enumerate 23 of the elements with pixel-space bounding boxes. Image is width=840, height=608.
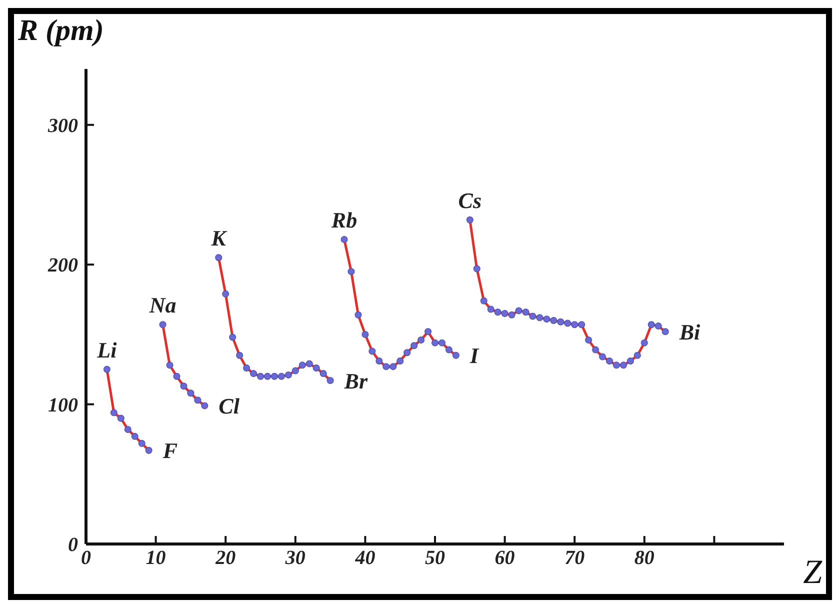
x-tick-label: 40	[354, 547, 376, 570]
x-axis-title: Z	[803, 554, 822, 592]
x-tick-label: 20	[214, 547, 236, 570]
y-tick-label: 300	[47, 114, 78, 137]
x-tick-label: 60	[494, 547, 515, 570]
annotation: Na	[148, 292, 176, 318]
annotation: K	[210, 226, 228, 251]
x-tick-label: 50	[425, 547, 445, 570]
x-tick-label: 10	[146, 547, 166, 570]
annotation: Cs	[458, 188, 482, 213]
annotation: Rb	[330, 207, 358, 232]
annotation: F	[162, 438, 178, 464]
annotation: Bi	[678, 319, 702, 344]
x-tick-label: 80	[634, 547, 654, 570]
x-tick-label: 30	[284, 547, 306, 570]
annotation: Li	[96, 337, 118, 362]
y-tick-label: 100	[48, 394, 78, 416]
annotation: I	[468, 343, 480, 368]
annotation: Cl	[218, 394, 240, 418]
x-tick-label: 70	[564, 547, 585, 570]
y-tick-label: 200	[47, 254, 78, 277]
annotation: Br	[343, 368, 368, 394]
y-axis-title: R (pm)	[18, 14, 104, 48]
